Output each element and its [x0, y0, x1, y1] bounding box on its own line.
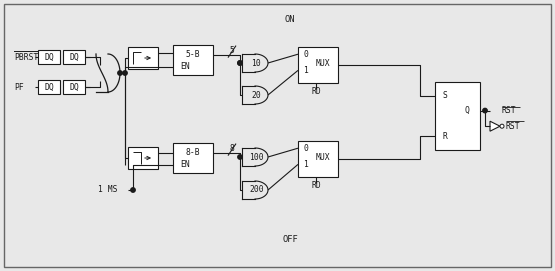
Text: PF: PF: [14, 82, 24, 92]
Text: RST: RST: [506, 122, 521, 131]
Circle shape: [483, 108, 487, 113]
Text: PBRST: PBRST: [14, 53, 38, 62]
Circle shape: [500, 124, 504, 128]
Text: 100: 100: [249, 153, 264, 162]
Text: ON: ON: [285, 15, 295, 24]
Text: 1: 1: [304, 66, 309, 75]
Text: RST: RST: [502, 106, 517, 115]
Text: DQ: DQ: [44, 53, 54, 62]
Bar: [38, 50, 60, 64]
Bar: [173, 45, 213, 75]
Bar: [128, 147, 158, 169]
Bar: [128, 47, 158, 69]
Text: 0: 0: [304, 50, 309, 59]
Text: 1: 1: [304, 160, 309, 169]
Text: EN: EN: [180, 62, 190, 71]
Text: DQ: DQ: [69, 53, 79, 62]
Bar: [173, 143, 213, 173]
Text: RD: RD: [311, 86, 321, 95]
Text: 20: 20: [251, 91, 261, 99]
Circle shape: [131, 188, 135, 192]
Text: DQ: DQ: [69, 82, 79, 92]
Bar: [63, 50, 85, 64]
Text: MUX: MUX: [315, 59, 330, 68]
Text: 8-B: 8-B: [186, 148, 200, 157]
Bar: [38, 80, 60, 94]
Polygon shape: [490, 121, 500, 131]
Text: Q: Q: [465, 106, 470, 115]
Text: DQ: DQ: [44, 82, 54, 92]
Bar: [298, 47, 338, 83]
Text: OFF: OFF: [282, 235, 298, 244]
Bar: [63, 80, 85, 94]
Text: 5: 5: [230, 46, 234, 55]
Circle shape: [238, 61, 242, 65]
Bar: [435, 82, 480, 150]
Text: 8: 8: [230, 144, 234, 153]
Circle shape: [238, 61, 242, 65]
Circle shape: [238, 155, 242, 159]
Circle shape: [123, 71, 127, 75]
Circle shape: [118, 71, 122, 75]
Text: 1 MS: 1 MS: [98, 186, 118, 195]
Text: 10: 10: [251, 59, 261, 67]
Text: 5-B: 5-B: [186, 50, 200, 59]
Bar: [298, 141, 338, 177]
Text: S: S: [442, 91, 447, 100]
Text: EN: EN: [180, 160, 190, 169]
Text: 200: 200: [249, 186, 264, 195]
Text: RD: RD: [311, 180, 321, 189]
Text: 0: 0: [304, 144, 309, 153]
Text: R: R: [442, 132, 447, 141]
Text: MUX: MUX: [315, 153, 330, 162]
